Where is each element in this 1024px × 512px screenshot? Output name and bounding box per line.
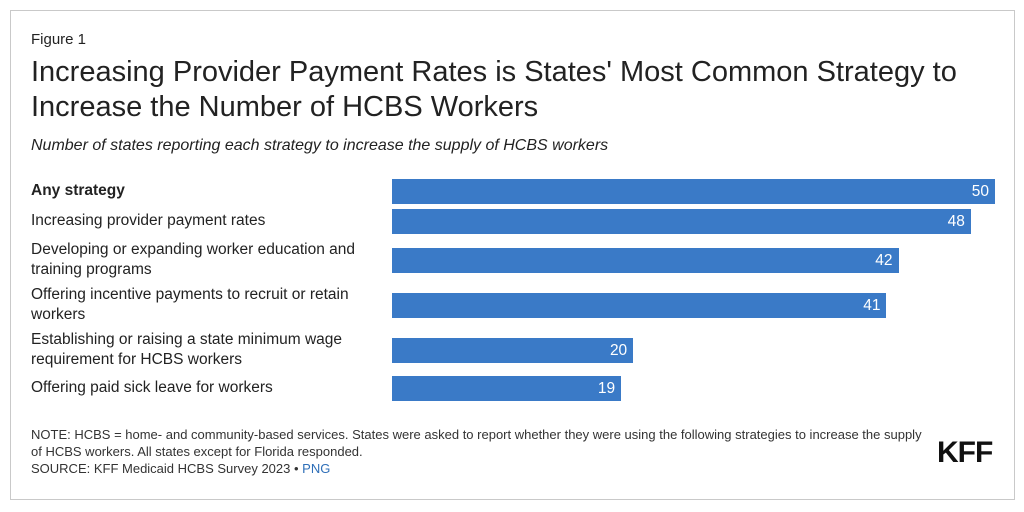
bar-value-label: 19: [597, 379, 616, 397]
bar: 19: [392, 375, 622, 401]
bar-value-label: 20: [609, 341, 628, 359]
category-label: Any strategy: [31, 182, 125, 199]
chart-subtitle: Number of states reporting each strategy…: [31, 137, 609, 154]
chart-title: Increasing Provider Payment Rates is Sta…: [31, 56, 957, 123]
bar: 20: [392, 337, 634, 363]
bar: 41: [392, 292, 887, 318]
kff-logo: KFF: [937, 436, 993, 469]
bar-value-label: 48: [947, 212, 965, 230]
bar: 50: [392, 178, 995, 204]
bar: 42: [392, 247, 899, 273]
category-label: Offering paid sick leave for workers: [31, 379, 273, 396]
category-label: Establishing or raising a state minimum …: [31, 331, 342, 368]
bar: 48: [392, 208, 971, 234]
bar-value-label: 50: [971, 182, 989, 200]
bar-value-label: 42: [875, 251, 893, 269]
source-text: SOURCE: KFF Medicaid HCBS Survey 2023 •: [31, 461, 299, 476]
category-label: Offering incentive payments to recruit o…: [31, 286, 349, 323]
category-label: Increasing provider payment rates: [31, 212, 266, 229]
bar-value-label: 41: [863, 296, 881, 314]
png-link[interactable]: PNG: [302, 461, 331, 476]
chart-source: SOURCE: KFF Medicaid HCBS Survey 2023 • …: [31, 461, 330, 476]
figure-label: Figure 1: [31, 31, 87, 48]
category-label: Developing or expanding worker education…: [31, 241, 355, 278]
chart-note: NOTE: HCBS = home- and community-based s…: [31, 427, 922, 459]
